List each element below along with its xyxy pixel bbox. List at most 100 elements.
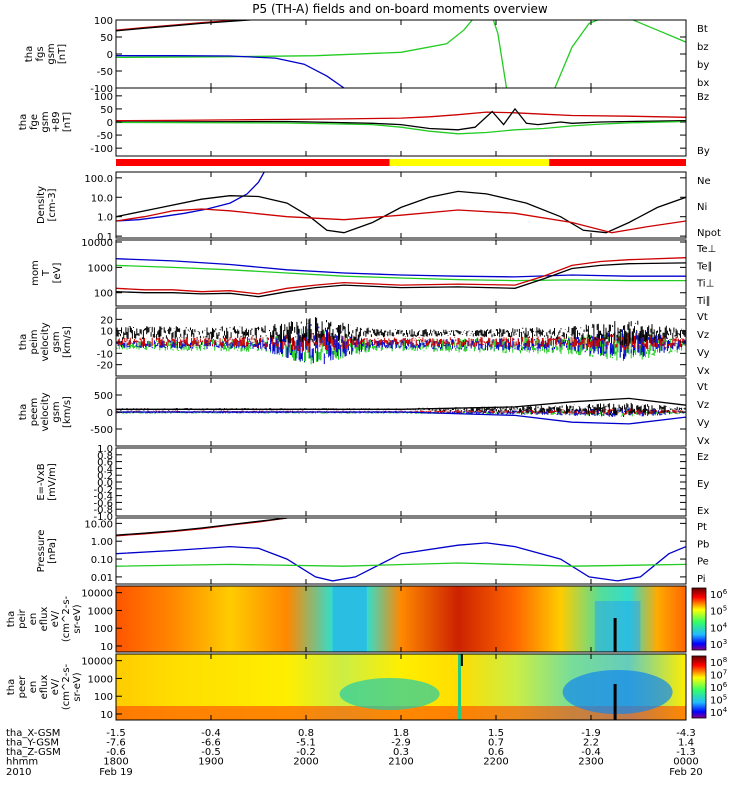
series-line <box>116 111 686 122</box>
y-axis-label: [cm-3] <box>47 188 58 221</box>
legend-entry: bx <box>697 78 709 89</box>
y-axis-label: gsm <box>51 331 62 352</box>
legend-entry: Bz <box>697 92 709 103</box>
colorbar-tick-label: 106 <box>710 588 728 601</box>
ephemeris-year: 2010 <box>6 767 31 778</box>
series-line <box>116 518 288 536</box>
panel-frame <box>115 447 687 517</box>
ephemeris-value: -0.6 <box>106 747 126 758</box>
panel-fge: 100 50 0 -50 -100 Bz By tha fge gsm +89 [nT] <box>18 87 710 157</box>
y-axis-label: mom <box>30 260 41 286</box>
y-tick-label: 1.00 <box>91 537 113 548</box>
y-axis-label: (cm^2-s- <box>61 595 72 642</box>
y-axis-label: sr-eV) <box>72 672 83 701</box>
y-axis-label: eflux <box>39 675 50 700</box>
y-tick-label: 0.8 <box>97 451 113 462</box>
series-line <box>492 20 508 88</box>
series-line <box>116 542 686 582</box>
plot-area-peir <box>116 586 686 652</box>
series-line <box>116 562 686 567</box>
y-axis-label: gsm <box>51 401 62 422</box>
legend-entry: Bt <box>697 24 708 35</box>
y-axis-label: peir <box>17 608 28 628</box>
ephemeris-value: -4.3 <box>676 728 696 739</box>
ephemeris-date-end: Feb 20 <box>669 767 703 778</box>
panel-frame <box>115 19 687 89</box>
y-tick-label: 1000 <box>88 606 113 617</box>
ephemeris-row-label: tha_X-GSM <box>6 728 60 739</box>
ephemeris-value: 0.7 <box>488 738 504 749</box>
y-tick-label: 50 <box>100 105 113 116</box>
panel-mode <box>116 159 686 166</box>
y-tick-label: 0.01 <box>91 573 113 584</box>
plot-area-peim <box>116 317 686 365</box>
legend-entry: Ex <box>697 506 709 517</box>
y-tick-label: -10 <box>97 349 113 360</box>
legend-entry: Ti∥ <box>696 296 711 307</box>
plot-area-density <box>116 172 686 234</box>
legend-entry: by <box>697 60 709 71</box>
ephemeris-value: 2200 <box>483 757 508 768</box>
series-line <box>116 262 686 298</box>
panel-density: 100.0 10.0 1.0 0.1 Ne Ni Npot Density [cm-3] <box>36 171 721 243</box>
y-axis-label: tha <box>6 611 17 627</box>
legend-entry: Vt <box>697 312 708 323</box>
plot-area-pressure <box>116 518 686 582</box>
y-axis-label: en <box>28 681 39 694</box>
ephemeris-value: 0.3 <box>393 747 409 758</box>
ephemeris-row-label: tha_Z-GSM <box>6 747 61 758</box>
y-tick-label: 10 <box>100 327 113 338</box>
ephemeris-value: -0.2 <box>296 747 316 758</box>
legend-entry: Vy <box>697 348 710 359</box>
y-axis-label: peer <box>17 675 28 699</box>
y-tick-label: -0.4 <box>93 492 113 503</box>
legend-entry: Ni <box>697 202 707 213</box>
plot-area-peer <box>116 654 686 720</box>
series-line <box>116 20 258 32</box>
series-line <box>116 208 686 234</box>
y-axis-label: (cm^2-s- <box>61 663 72 710</box>
y-tick-label: 0.10 <box>91 555 113 566</box>
colorbar-tick-label: 105 <box>710 694 727 707</box>
y-tick-label: 10 <box>100 710 113 721</box>
y-tick-label: 0.0 <box>97 478 113 489</box>
ephemeris-row-label: tha_Y-GSM <box>6 738 59 749</box>
y-axis-label: [mV/m] <box>47 463 58 501</box>
panel-peem: 500 0 -500 Vt Vz Vy Vx tha peem velocity gsm [km/s] <box>18 377 710 447</box>
ephemeris-value: 2.2 <box>583 738 599 749</box>
y-tick-label: 0.6 <box>97 458 113 469</box>
ephemeris-value: -7.6 <box>106 738 126 749</box>
series-line <box>116 190 686 234</box>
y-tick-label: 0 <box>107 408 113 419</box>
ephemeris-date-start: Feb 19 <box>99 767 133 778</box>
y-tick-label: -0.2 <box>93 485 113 496</box>
y-axis-label: velocity <box>40 392 51 431</box>
series-line <box>116 120 686 135</box>
ephemeris-value: 0.8 <box>298 728 314 739</box>
legend-entry: Vx <box>697 366 710 377</box>
series-line <box>116 55 345 88</box>
y-tick-label: 10000 <box>81 657 113 668</box>
y-axis-label: tha <box>6 679 17 695</box>
y-tick-label: 1000 <box>88 674 113 685</box>
ephemeris-value: -2.9 <box>391 738 411 749</box>
y-tick-label: 1.0 <box>97 444 113 455</box>
legend-entry: Vy <box>697 418 710 429</box>
colorbar-tick-label: 105 <box>710 605 727 618</box>
y-axis-label: [nT] <box>62 112 73 132</box>
mode-bar-segment <box>116 159 390 166</box>
ephemeris-value: 1.5 <box>488 728 504 739</box>
spectrogram-blob <box>562 670 673 714</box>
y-axis-label: sr-eV) <box>72 604 83 633</box>
spectrogram-blob <box>594 601 641 652</box>
legend-entry: Pb <box>697 539 709 550</box>
y-axis-label: peim <box>29 329 40 354</box>
panel-frame <box>115 239 687 307</box>
colorbar-tick-label: 103 <box>710 638 727 651</box>
ephemeris-value: 1.4 <box>678 738 694 749</box>
ephemeris-value: -1.5 <box>106 728 126 739</box>
y-axis-label: tha <box>24 46 35 62</box>
